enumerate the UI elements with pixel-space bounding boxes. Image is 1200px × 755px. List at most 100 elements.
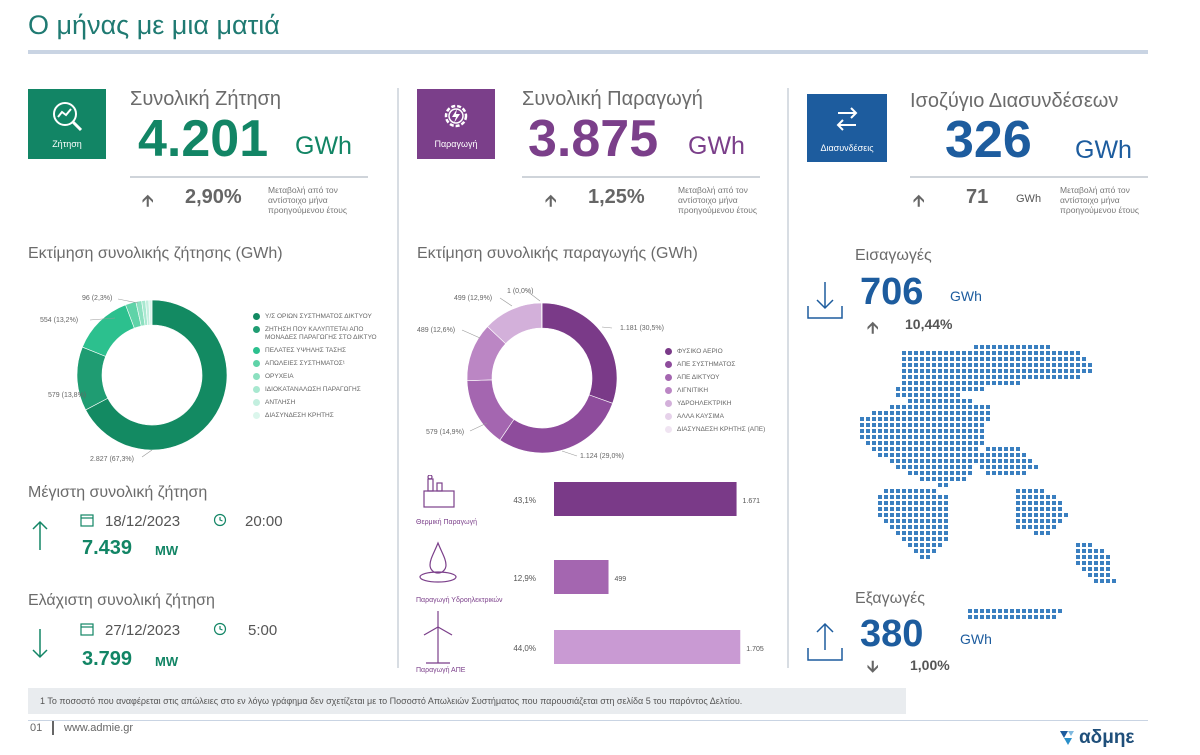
- legend-label: ΖΗΤΗΣΗ ΠΟΥ ΚΑΛΥΠΤΕΤΑΙ ΑΠΟ ΜΟΝΑΔΕΣ ΠΑΡΑΓΩ…: [265, 326, 377, 341]
- map-dot: [968, 429, 972, 433]
- map-dot: [1034, 351, 1038, 355]
- map-dot: [1028, 465, 1032, 469]
- map-dot: [1016, 381, 1020, 385]
- logo-text: αδμηε: [1079, 727, 1135, 748]
- map-dot: [938, 483, 942, 487]
- map-dot: [1040, 507, 1044, 511]
- map-dot: [968, 375, 972, 379]
- map-dot: [920, 525, 924, 529]
- map-dot: [860, 423, 864, 427]
- legend-item: ΔΙΑΣΥΝΔΕΣΗ ΚΡΗΤΗΣ: [253, 412, 393, 420]
- map-dot: [896, 423, 900, 427]
- legend-swatch: [253, 326, 260, 333]
- map-dot: [980, 351, 984, 355]
- legend-label: ΑΝΤΛΗΣΗ: [265, 399, 296, 406]
- footer-url[interactable]: www.admie.gr: [64, 722, 134, 734]
- map-dot: [944, 369, 948, 373]
- map-dot: [1046, 519, 1050, 523]
- map-dot: [944, 531, 948, 535]
- map-dot: [1094, 555, 1098, 559]
- map-dot: [1052, 369, 1056, 373]
- map-dot: [1010, 375, 1014, 379]
- map-dot: [968, 405, 972, 409]
- map-dot: [908, 513, 912, 517]
- map-dot: [896, 531, 900, 535]
- map-dot: [932, 441, 936, 445]
- leader-line: [601, 326, 613, 329]
- map-dot: [950, 417, 954, 421]
- map-dot: [950, 363, 954, 367]
- map-dot: [872, 441, 876, 445]
- map-dot: [998, 465, 1002, 469]
- map-dot: [890, 417, 894, 421]
- map-dot: [1112, 579, 1116, 583]
- map-dot: [992, 471, 996, 475]
- map-dot: [986, 369, 990, 373]
- map-dot: [896, 501, 900, 505]
- map-dot: [938, 465, 942, 469]
- map-dot: [914, 399, 918, 403]
- column-divider: [787, 88, 789, 668]
- max-demand-time: 20:00: [245, 513, 283, 530]
- map-dot: [968, 387, 972, 391]
- map-dot: [938, 531, 942, 535]
- map-dot: [1004, 465, 1008, 469]
- map-dot: [1064, 363, 1068, 367]
- map-dot: [1034, 489, 1038, 493]
- map-dot: [968, 351, 972, 355]
- map-dot: [1052, 363, 1056, 367]
- map-dot: [1082, 561, 1086, 565]
- map-dot: [884, 429, 888, 433]
- map-dot: [974, 369, 978, 373]
- map-dot: [878, 495, 882, 499]
- map-dot: [908, 393, 912, 397]
- map-dot: [1004, 369, 1008, 373]
- map-dot: [896, 489, 900, 493]
- map-dot: [992, 609, 996, 613]
- map-dot: [938, 441, 942, 445]
- data-label: 579 (14,9%): [426, 429, 464, 436]
- min-demand-value: 3.799: [82, 648, 133, 670]
- production-icon-box: Παραγωγή: [417, 89, 495, 159]
- map-dot: [980, 381, 984, 385]
- map-dot: [968, 441, 972, 445]
- map-dot: [1040, 357, 1044, 361]
- map-dot: [992, 345, 996, 349]
- map-dot: [956, 363, 960, 367]
- map-dot: [914, 363, 918, 367]
- map-dot: [920, 411, 924, 415]
- map-dot: [902, 507, 906, 511]
- bar-category-label: Παραγωγή ΑΠΕ: [416, 667, 466, 674]
- map-dot: [926, 555, 930, 559]
- map-dot: [998, 381, 1002, 385]
- map-dot: [998, 345, 1002, 349]
- map-dot: [1016, 459, 1020, 463]
- map-dot: [938, 507, 942, 511]
- legend-swatch: [253, 373, 260, 380]
- map-dot: [914, 381, 918, 385]
- map-dot: [866, 441, 870, 445]
- map-dot: [914, 543, 918, 547]
- map-dot: [1016, 525, 1020, 529]
- map-dot: [932, 399, 936, 403]
- map-dot: [944, 381, 948, 385]
- map-dot: [962, 429, 966, 433]
- map-dot: [932, 417, 936, 421]
- map-dot: [884, 501, 888, 505]
- page-title: Ο μήνας με μια ματιά: [28, 10, 280, 40]
- map-dot: [908, 351, 912, 355]
- map-dot: [980, 423, 984, 427]
- map-dot: [890, 513, 894, 517]
- map-dot: [944, 483, 948, 487]
- legend-item: ΦΥΣΙΚΟ ΑΕΡΙΟ: [665, 348, 785, 356]
- legend-swatch: [253, 347, 260, 354]
- map-dot: [950, 447, 954, 451]
- map-dot: [1004, 453, 1008, 457]
- map-dot: [1022, 609, 1026, 613]
- power-plant-icon: [423, 474, 455, 508]
- map-dot: [896, 411, 900, 415]
- map-dot: [908, 447, 912, 451]
- map-dot: [980, 411, 984, 415]
- map-dot: [974, 357, 978, 361]
- max-demand-value: 7.439: [82, 537, 133, 559]
